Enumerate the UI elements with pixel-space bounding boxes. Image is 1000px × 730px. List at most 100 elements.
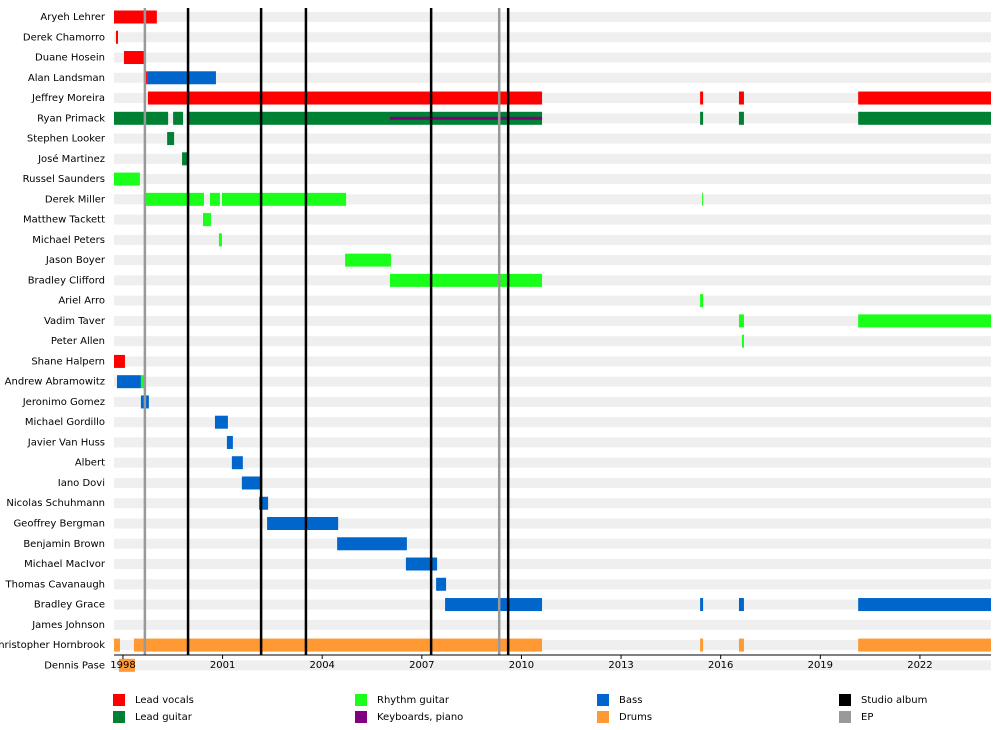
row-band xyxy=(114,255,991,266)
legend-swatch xyxy=(113,711,125,723)
member-bar xyxy=(738,638,744,652)
row-band xyxy=(114,174,991,185)
member-bar xyxy=(123,51,146,65)
legend-label: Lead vocals xyxy=(135,695,194,706)
member-bar xyxy=(738,91,744,105)
x-tick-label: 2007 xyxy=(409,660,434,671)
x-tick-label: 2010 xyxy=(509,660,534,671)
member-name: Matthew Tackett xyxy=(23,215,105,226)
member-name: Michael Gordillo xyxy=(25,417,105,428)
member-name: Bradley Grace xyxy=(34,600,105,611)
member-name: Geoffrey Bergman xyxy=(13,519,105,530)
member-bar xyxy=(147,91,543,105)
legend-swatch xyxy=(597,711,609,723)
legend-label: EP xyxy=(861,712,873,723)
member-bar xyxy=(738,111,744,125)
member-bar xyxy=(144,192,204,206)
row-band xyxy=(114,437,991,448)
member-bar xyxy=(167,132,175,146)
member-name: Nicolas Schuhmann xyxy=(6,498,105,509)
member-bar xyxy=(858,598,991,612)
member-bar xyxy=(114,172,140,186)
member-bar xyxy=(700,638,704,652)
member-bar xyxy=(202,213,211,227)
member-bar xyxy=(267,517,339,530)
legend-swatch xyxy=(597,694,609,706)
member-bar xyxy=(118,658,135,672)
member-bar xyxy=(173,111,184,125)
row-band xyxy=(114,356,991,367)
row-band xyxy=(114,336,991,347)
member-bar xyxy=(700,294,704,308)
row-band xyxy=(114,153,991,164)
member-bar xyxy=(115,30,118,44)
member-name: Michael Peters xyxy=(32,235,105,246)
row-band xyxy=(114,518,991,529)
row-band xyxy=(114,538,991,549)
x-tick-label: 2013 xyxy=(608,660,633,671)
member-bar xyxy=(700,91,704,105)
member-bar xyxy=(231,456,243,470)
member-bar xyxy=(116,375,141,389)
legend-label: Lead guitar xyxy=(135,712,193,723)
row-band xyxy=(114,457,991,468)
member-bar xyxy=(389,273,543,287)
member-name: Ariel Arro xyxy=(58,296,105,307)
member-bar xyxy=(858,638,991,652)
member-bar xyxy=(700,111,704,125)
row-band xyxy=(114,376,991,387)
legend-swatch xyxy=(839,694,851,706)
row-band xyxy=(114,619,991,630)
row-band xyxy=(114,234,991,245)
member-bar xyxy=(738,314,744,328)
member-bar xyxy=(133,638,543,652)
member-name: Albert xyxy=(75,458,105,469)
member-bar xyxy=(259,496,269,510)
legend-swatch xyxy=(355,711,367,723)
member-bar xyxy=(858,314,991,328)
legend-label: Studio album xyxy=(861,695,927,706)
member-name: José Martinez xyxy=(37,153,105,165)
x-tick-label: 2016 xyxy=(708,660,733,671)
legend-swatch xyxy=(355,694,367,706)
member-name: Shane Halpern xyxy=(31,356,105,367)
member-bar xyxy=(700,598,704,612)
row-band xyxy=(114,113,991,124)
member-name: Peter Allen xyxy=(51,336,105,347)
member-bar xyxy=(188,111,543,125)
member-name: Ryan Primack xyxy=(37,113,105,124)
legend-swatch xyxy=(113,694,125,706)
row-band xyxy=(114,640,991,651)
legend-label: Drums xyxy=(619,712,652,723)
member-bar xyxy=(114,638,120,652)
member-name: Derek Miller xyxy=(45,194,106,205)
member-name: Dennis Pase xyxy=(44,660,105,671)
member-bar xyxy=(114,354,125,368)
row-band xyxy=(114,133,991,144)
member-name: Vadim Taver xyxy=(44,316,106,327)
member-bar xyxy=(182,152,189,166)
row-band xyxy=(114,396,991,407)
row-band xyxy=(114,12,991,22)
legend-swatch xyxy=(839,711,851,723)
row-band xyxy=(114,498,991,509)
row-band xyxy=(114,275,991,286)
member-name: Duane Hosein xyxy=(35,53,105,64)
member-name: Christopher Hornbrook xyxy=(0,640,105,651)
row-band xyxy=(114,72,991,83)
member-name: Javier Van Huss xyxy=(27,437,105,448)
legend-label: Bass xyxy=(619,695,642,706)
member-name: Iano Dovi xyxy=(58,478,105,489)
member-name: Aryeh Lehrer xyxy=(40,12,105,23)
member-bar xyxy=(405,557,438,571)
member-name: Michael MacIvor xyxy=(24,559,106,570)
member-name: Andrew Abramowitz xyxy=(5,377,105,388)
row-band xyxy=(114,194,991,205)
legend-label: Keyboards, piano xyxy=(377,712,463,723)
member-bar xyxy=(214,415,228,429)
member-bar xyxy=(218,233,222,247)
member-name: Stephen Looker xyxy=(27,134,106,145)
member-bar xyxy=(389,116,543,120)
